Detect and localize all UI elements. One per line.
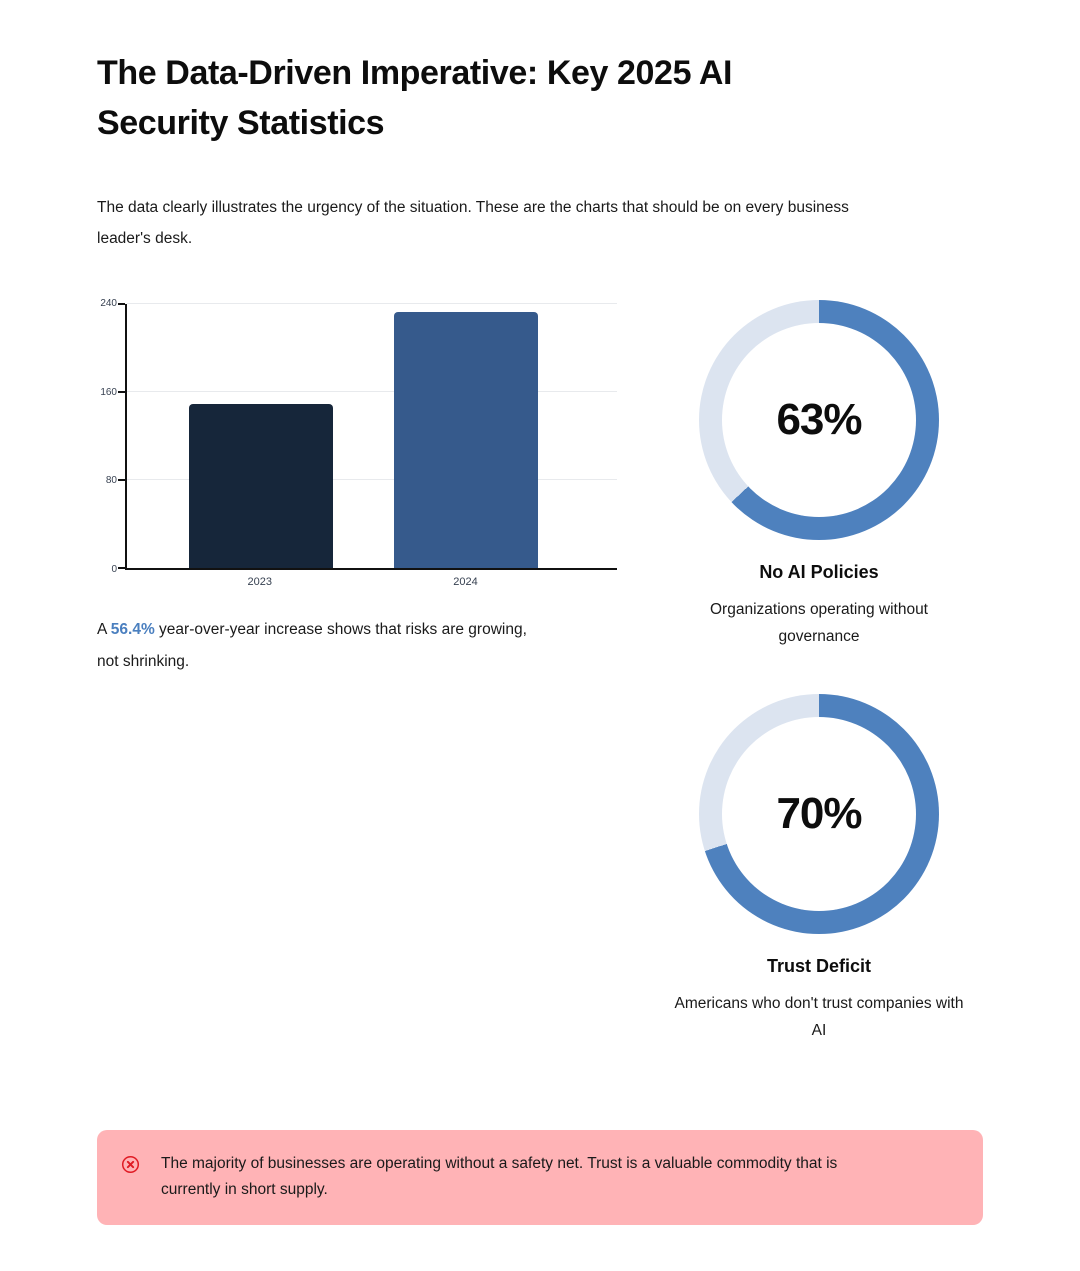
donut-title: Trust Deficit [766, 956, 872, 976]
y-tick-label: 240 [100, 298, 117, 309]
donut-figure-no-ai-policies: 63% No AI Policies Organizations operati… [639, 300, 999, 650]
bar-2023 [189, 404, 334, 568]
donut-percent-label: 70% [776, 789, 862, 838]
caption-prefix: A [97, 621, 111, 638]
page-title: The Data-Driven Imperative: Key 2025 AI … [97, 54, 733, 142]
intro-text: The data clearly illustrates the urgency… [97, 199, 849, 247]
donut-hole: 63% [722, 323, 916, 517]
donut-column: 63% No AI Policies Organizations operati… [655, 300, 983, 1088]
donut-figcaption: Trust Deficit Americans who don't trust … [639, 934, 999, 1044]
y-tick-mark [118, 479, 125, 481]
y-tick-mark [118, 303, 125, 305]
donut-caption: Organizations operating without governan… [710, 601, 928, 645]
x-tick-label: 2023 [247, 576, 273, 588]
gridline [127, 391, 617, 392]
highlight-stat: 56.4% [110, 621, 155, 638]
x-tick-label: 2024 [453, 576, 478, 588]
donut-hole: 70% [722, 717, 916, 911]
y-tick-label: 160 [100, 386, 117, 398]
incidents-bar-chart: 0 80 160 240 2023 2024 [97, 299, 617, 590]
caption-suffix: year-over-year increase shows that risks… [97, 621, 527, 670]
bar-2024 [394, 311, 538, 568]
donut-caption: Americans who don't trust companies with… [674, 995, 964, 1039]
bar-chart-plot-area [118, 303, 617, 570]
bar-chart-caption: A 56.4% year-over-year increase shows th… [97, 614, 617, 678]
circled-x-icon [121, 1155, 140, 1174]
donut-ring-no-ai-policies: 63% [699, 300, 939, 540]
warning-text: The majority of businesses are operating… [161, 1155, 838, 1198]
gridline [127, 479, 617, 480]
donut-percent-label: 63% [776, 395, 862, 444]
y-tick-label: 0 [111, 564, 117, 575]
bar-chart-y-axis: 0 80 160 240 [97, 299, 125, 575]
y-tick-label: 80 [105, 475, 117, 487]
warning-callout: The majority of businesses are operating… [97, 1130, 983, 1225]
donut-title: No AI Policies [759, 562, 879, 582]
y-tick-mark [118, 391, 125, 393]
donut-figure-trust-deficit: 70% Trust Deficit Americans who don't tr… [639, 694, 999, 1044]
y-tick-mark [118, 567, 125, 569]
donut-figcaption: No AI Policies Organizations operating w… [639, 540, 999, 650]
charts-grid: 0 80 160 240 2023 2024 A 56.4% year-over-yea… [97, 299, 983, 1088]
bar-chart-column: 0 80 160 240 2023 2024 A 56.4% year-over-yea… [97, 299, 617, 678]
donut-ring-trust-deficit: 70% [699, 694, 939, 934]
gridline [127, 303, 617, 304]
bar-chart-x-axis: 2023 2024 [125, 576, 617, 590]
